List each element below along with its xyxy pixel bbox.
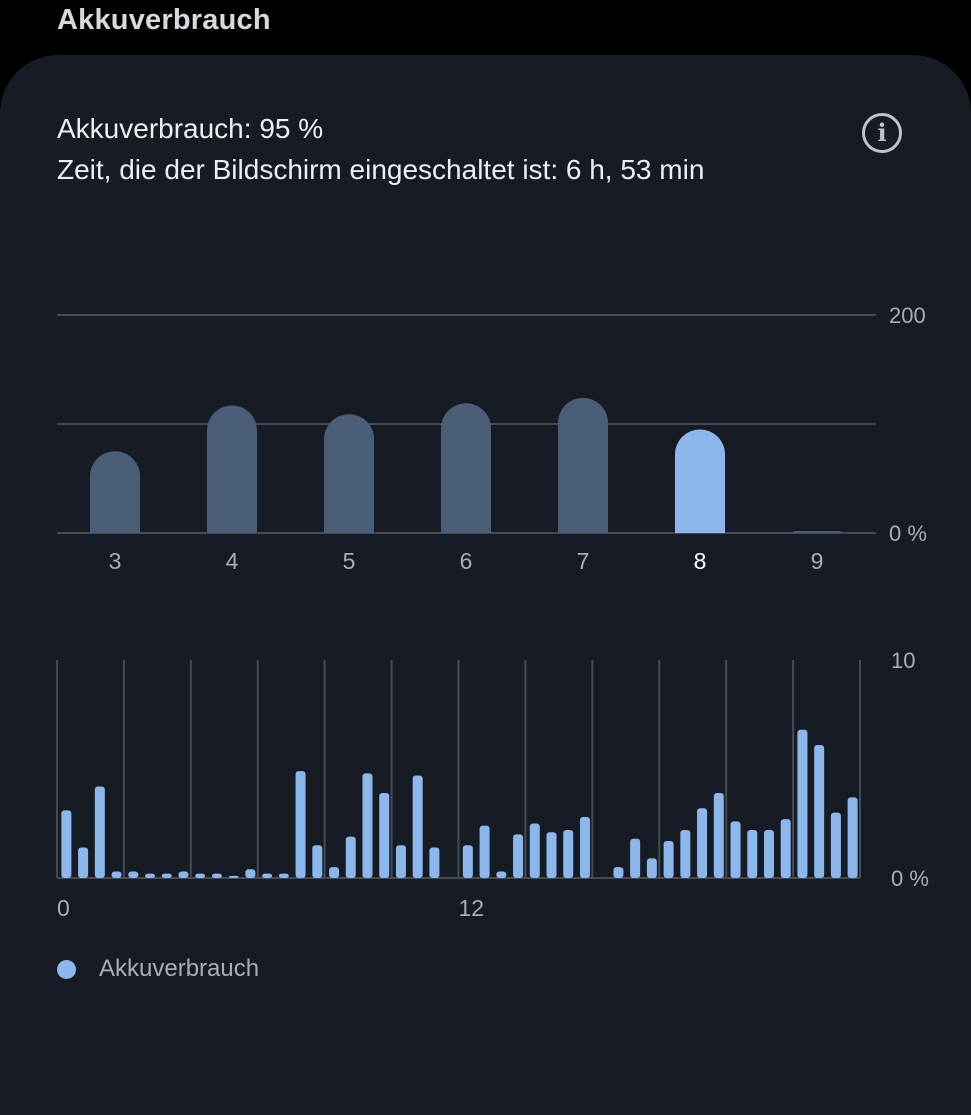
hourly-bar [228, 875, 239, 878]
x-tick-label: 4 [226, 548, 239, 574]
hourly-bar [312, 845, 323, 878]
hourly-bar [61, 810, 72, 878]
daily-bar [793, 531, 841, 533]
y-tick-label: 10 [891, 648, 915, 673]
hourly-bar [646, 858, 657, 878]
hourly-bar [412, 775, 423, 878]
hourly-bar [128, 871, 139, 878]
y-tick-label: 0 % [891, 866, 929, 891]
x-tick-label: 9 [811, 548, 824, 574]
hourly-bar [462, 845, 473, 878]
hourly-bar [747, 830, 758, 878]
hourly-bar [362, 773, 373, 878]
info-icon[interactable]: i [862, 113, 902, 153]
hourly-bar [847, 797, 858, 878]
x-tick-label: 0 [57, 895, 70, 921]
screen-time-text: Zeit, die der Bildschirm eingeschaltet i… [57, 154, 705, 185]
daily-bar [207, 405, 257, 533]
x-tick-label: 8 [694, 548, 707, 574]
hourly-bar [529, 823, 540, 878]
hourly-bar [797, 729, 808, 878]
hourly-bar [763, 830, 774, 878]
hourly-bar [479, 825, 490, 878]
legend-dot [57, 960, 76, 979]
hourly-bar [78, 847, 89, 878]
section-title: Akkuverbrauch [57, 4, 271, 36]
hourly-bar [211, 873, 222, 878]
x-tick-label: 12 [459, 895, 485, 921]
hourly-bar [579, 816, 590, 878]
hourly-bar [145, 873, 156, 878]
hourly-bar [329, 867, 340, 878]
daily-bar [675, 429, 725, 533]
hourly-bar [262, 873, 273, 878]
battery-summary: Akkuverbrauch: 95 % Zeit, die der Bildsc… [57, 108, 704, 190]
hourly-bar [178, 871, 189, 878]
hourly-bar [295, 771, 306, 878]
battery-usage-card [0, 55, 971, 1115]
hourly-bar [496, 871, 507, 878]
x-tick-label: 5 [343, 548, 356, 574]
hourly-bar [663, 840, 674, 878]
legend-label: Akkuverbrauch [99, 955, 260, 982]
hourly-bar [630, 838, 641, 878]
x-tick-label: 7 [577, 548, 590, 574]
daily-bar [441, 403, 491, 533]
hourly-bar [278, 873, 289, 878]
x-tick-label: 6 [460, 548, 473, 574]
hourly-bar [546, 832, 557, 878]
hourly-bar [680, 830, 691, 878]
hourly-bar [780, 819, 791, 878]
hourly-bar [513, 834, 524, 878]
x-tick-label: 3 [109, 548, 122, 574]
hourly-bar [111, 871, 122, 878]
battery-usage-text: Akkuverbrauch: 95 % [57, 113, 324, 144]
hourly-bar [379, 792, 390, 878]
hourly-bar [563, 830, 574, 878]
daily-usage-chart: 200 0 % 3 4 5 6 7 8 9 [57, 303, 927, 574]
daily-bar [558, 397, 608, 533]
hourly-bar [429, 847, 440, 878]
hourly-bar [345, 836, 356, 878]
hourly-bar [245, 869, 256, 878]
hourly-bar [195, 873, 206, 878]
daily-bar [90, 451, 140, 533]
hourly-bar [713, 792, 724, 878]
hourly-bar [730, 821, 741, 878]
hourly-bar [94, 786, 105, 878]
hourly-bar [613, 867, 624, 878]
hourly-bar [697, 808, 708, 878]
y-tick-label: 200 [889, 303, 926, 328]
hourly-bar [395, 845, 406, 878]
y-tick-label: 0 % [889, 521, 927, 546]
hourly-usage-chart: 10 0 % 0 12 [56, 648, 929, 921]
hourly-bar [161, 873, 172, 878]
daily-bar [324, 414, 374, 533]
hourly-bar [830, 812, 841, 878]
hourly-bar [814, 745, 825, 878]
